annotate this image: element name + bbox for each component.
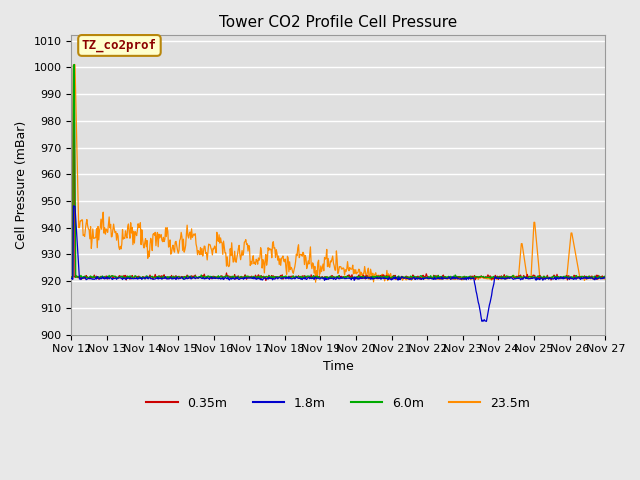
Legend: 0.35m, 1.8m, 6.0m, 23.5m: 0.35m, 1.8m, 6.0m, 23.5m	[141, 392, 535, 415]
Title: Tower CO2 Profile Cell Pressure: Tower CO2 Profile Cell Pressure	[219, 15, 458, 30]
Text: TZ_co2prof: TZ_co2prof	[82, 39, 157, 52]
X-axis label: Time: Time	[323, 360, 354, 373]
Y-axis label: Cell Pressure (mBar): Cell Pressure (mBar)	[15, 121, 28, 249]
